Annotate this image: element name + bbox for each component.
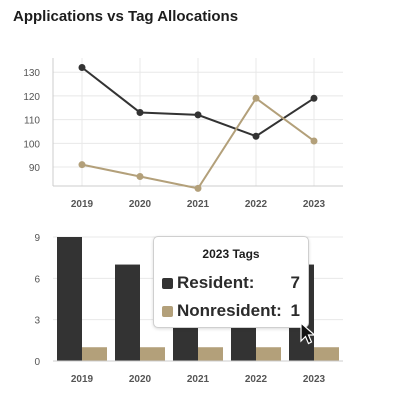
bar-y-tick-label: 6: [34, 274, 40, 285]
bar-nonresident: [256, 347, 281, 361]
line-point: [310, 94, 318, 102]
bar-resident: [115, 264, 140, 361]
line-point: [252, 132, 260, 140]
bar-resident: [57, 237, 82, 361]
line-x-tick-label: 2022: [245, 199, 268, 210]
line-point: [310, 137, 318, 145]
bar-x-tick-label: 2023: [303, 374, 326, 385]
tooltip-value-resident: 7: [290, 273, 300, 292]
bar-y-tick-label: 3: [34, 316, 40, 327]
line-y-tick-label: 90: [29, 163, 41, 174]
line-y-tick-label: 110: [24, 116, 40, 127]
line-x-tick-label: 2023: [303, 199, 326, 210]
line-point: [78, 63, 86, 71]
bar-nonresident: [82, 347, 107, 361]
line-point: [136, 109, 144, 117]
line-y-tick-label: 130: [23, 68, 40, 79]
line-y-tick-label: 100: [23, 139, 40, 150]
bar-x-tick-label: 2022: [245, 374, 268, 385]
tooltip-row-resident: Resident: 7: [162, 272, 300, 294]
bar-y-tick-label: 0: [34, 357, 40, 368]
line-point: [252, 94, 260, 102]
mouse-cursor-icon: [300, 322, 317, 345]
line-point: [194, 111, 202, 119]
nonresident-swatch: [162, 305, 173, 317]
bar-nonresident: [198, 347, 223, 361]
line-x-tick-label: 2021: [187, 199, 210, 210]
bar-x-tick-label: 2021: [187, 374, 210, 385]
bar-x-tick-label: 2020: [129, 374, 152, 385]
line-y-tick-label: 120: [23, 92, 40, 103]
chart-title: Applications vs Tag Allocations: [13, 8, 239, 25]
bar-y-tick-label: 9: [34, 233, 40, 244]
line-point: [136, 173, 144, 181]
line-x-tick-label: 2020: [129, 199, 152, 210]
line-x-tick-label: 2019: [71, 199, 94, 210]
bar-nonresident: [140, 347, 165, 361]
tooltip-title: 2023 Tags: [202, 247, 260, 261]
resident-swatch: [162, 277, 173, 289]
bar-x-tick-label: 2019: [71, 374, 94, 385]
tooltip-label-nonresident: Nonresident:: [177, 301, 282, 320]
line-point: [78, 161, 86, 169]
line-point: [194, 184, 202, 192]
tooltip-label-resident: Resident:: [177, 273, 255, 292]
tooltip: 2023 Tags Resident: 7 Nonresident: 1: [153, 236, 309, 328]
tooltip-row-nonresident: Nonresident: 1: [162, 300, 300, 322]
bar-nonresident: [314, 347, 339, 361]
tooltip-value-nonresident: 1: [290, 301, 300, 320]
